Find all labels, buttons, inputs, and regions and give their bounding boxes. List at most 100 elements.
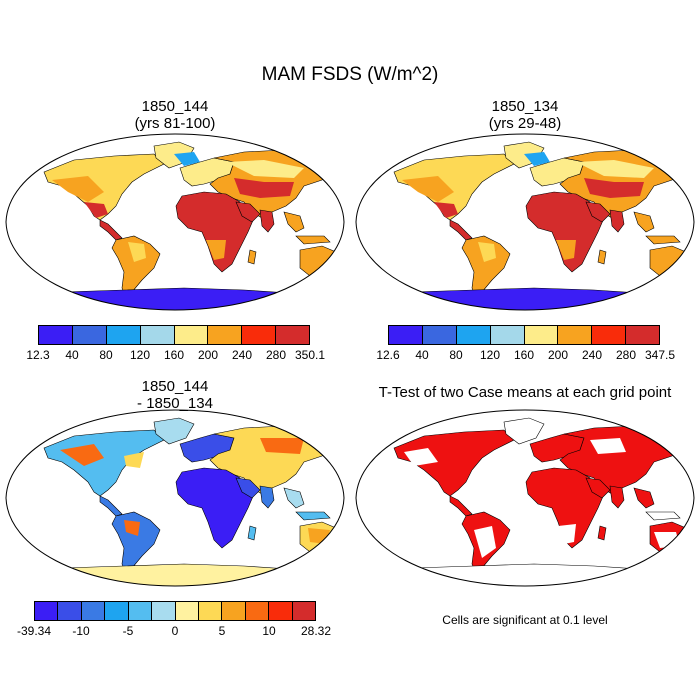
colorbar-swatch — [208, 326, 243, 344]
colorbar-swatch — [128, 602, 153, 620]
map-land-layer — [392, 417, 691, 586]
colorbar-label: 347.5 — [644, 348, 676, 362]
colorbar-swatch — [269, 602, 293, 620]
land-detail — [584, 178, 644, 198]
colorbar-swatch — [592, 326, 627, 344]
colorbar-swatch — [292, 602, 316, 620]
colorbar-swatch — [106, 326, 141, 344]
panel-2-title-line1: 1850_134 — [491, 98, 559, 115]
colorbar-label: 350.1 — [294, 348, 326, 362]
colorbar-label: 12.3 — [26, 348, 50, 362]
map-panel-2 — [355, 133, 695, 311]
map-outline — [5, 133, 345, 311]
land-india — [259, 485, 275, 509]
land-detail — [128, 242, 146, 262]
colorbar-label: -10 — [72, 624, 90, 638]
land-greenland — [503, 417, 545, 445]
panel-3-title-line1: 1850_144 — [141, 378, 209, 395]
colorbar-label: 200 — [197, 348, 219, 362]
colorbar-label: 280 — [615, 348, 637, 362]
colorbar-label: 80 — [99, 348, 113, 362]
land-detail — [524, 152, 550, 166]
colorbar-label: 40 — [415, 348, 429, 362]
colorbar-swatch — [174, 326, 209, 344]
colorbar-swatch — [389, 326, 423, 344]
map-outline — [355, 409, 695, 587]
panel-4-title: T-Test of two Case means at each grid po… — [355, 384, 695, 401]
land-centralAm — [449, 219, 473, 241]
colorbar-panel-2-labels: 12.6 40 80 120 160 200 240 280 347.5 — [376, 348, 675, 364]
map-panel-4 — [355, 409, 695, 587]
map-panel-1 — [5, 133, 345, 311]
colorbar-swatch — [242, 326, 277, 344]
land-detail — [474, 526, 496, 558]
colorbar-panel-1 — [38, 325, 310, 345]
land-indonesia — [645, 511, 681, 521]
land-detail — [556, 240, 576, 260]
colorbar-swatch — [626, 326, 659, 344]
colorbar-swatch — [140, 326, 175, 344]
land-seAsia — [283, 211, 305, 233]
land-detail — [124, 520, 140, 536]
colorbar-swatch — [276, 326, 309, 344]
land-madagascar — [597, 249, 607, 265]
panel-1-title: 1850_144 (yrs 81-100) — [75, 98, 275, 132]
land-antarctica — [42, 287, 325, 310]
panel-1-title-line1: 1850_144 — [141, 98, 209, 115]
land-centralAm — [99, 219, 123, 241]
land-africa — [525, 467, 605, 549]
map-land-layer — [42, 141, 341, 310]
colorbar-panel-1-labels: 12.3 40 80 120 160 200 240 280 350.1 — [26, 348, 325, 364]
panel-4-title-line1: T-Test of two Case means at each grid po… — [378, 384, 672, 401]
colorbar-swatch — [175, 602, 199, 620]
colorbar-panel-2 — [388, 325, 660, 345]
colorbar-swatch — [245, 602, 270, 620]
land-detail — [590, 438, 626, 454]
land-india — [259, 209, 275, 233]
land-africa — [525, 191, 605, 273]
colorbar-label: 40 — [65, 348, 79, 362]
panel-3-title: 1850_144 - 1850_134 — [75, 378, 275, 412]
land-detail — [576, 160, 654, 178]
land-centralAm — [99, 495, 123, 517]
colorbar-label: 280 — [265, 348, 287, 362]
map-outline — [355, 133, 695, 311]
colorbar-swatch — [72, 326, 107, 344]
colorbar-swatch — [524, 326, 559, 344]
land-detail — [260, 438, 304, 454]
land-indonesia — [295, 511, 331, 521]
colorbar-swatch — [490, 326, 525, 344]
land-detail — [558, 524, 576, 544]
land-detail — [404, 448, 438, 466]
land-seAsia — [633, 487, 655, 509]
land-southAmerica — [111, 511, 161, 575]
colorbar-label: 5 — [218, 624, 226, 638]
land-antarctica — [392, 563, 675, 586]
land-detail — [226, 160, 304, 178]
land-indonesia — [645, 235, 681, 245]
land-madagascar — [247, 525, 257, 541]
land-northAmerica — [43, 429, 165, 497]
land-detail — [84, 202, 108, 218]
colorbar-label: 80 — [449, 348, 463, 362]
colorbar-swatch — [456, 326, 491, 344]
panel-2-title-line2: (yrs 29-48) — [488, 115, 562, 132]
colorbar-swatch — [105, 602, 129, 620]
land-detail — [234, 178, 294, 198]
map-land-layer — [392, 141, 691, 310]
colorbar-label: 0 — [171, 624, 179, 638]
colorbar-label: 10 — [262, 624, 276, 638]
land-detail — [402, 176, 454, 202]
panel-1-title-line2: (yrs 81-100) — [134, 115, 216, 132]
map-panel-3 — [5, 409, 345, 587]
colorbar-swatch — [152, 602, 176, 620]
colorbar-swatch — [222, 602, 246, 620]
panel-2-title: 1850_134 (yrs 29-48) — [425, 98, 625, 132]
land-india — [609, 485, 625, 509]
colorbar-panel-3-labels: -39.34 -10 -5 0 5 10 28.32 — [17, 624, 331, 640]
land-africa — [175, 191, 255, 273]
colorbar-label: 12.6 — [376, 348, 400, 362]
panel-3-title-line2: - 1850_134 — [137, 395, 213, 412]
colorbar-label: 200 — [547, 348, 569, 362]
land-detail — [60, 444, 104, 466]
